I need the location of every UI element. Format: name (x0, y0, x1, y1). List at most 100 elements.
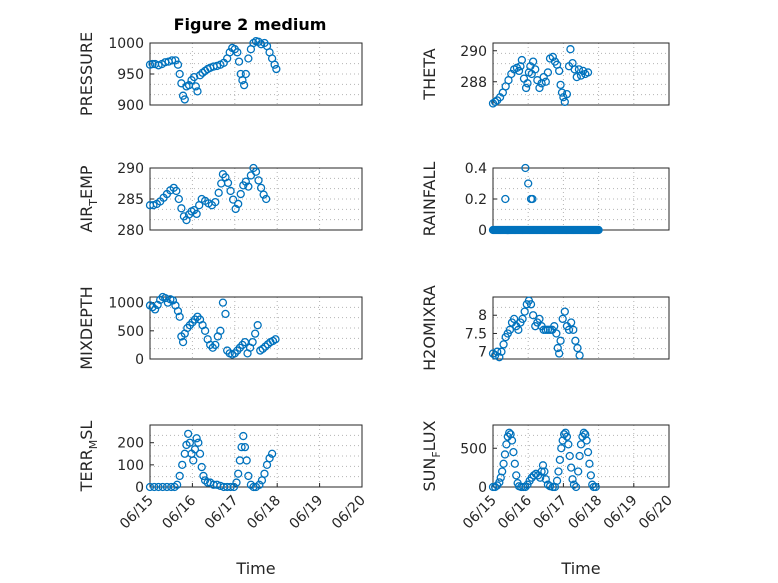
y-axis-label-subscript: M (87, 440, 100, 450)
data-point (251, 329, 260, 338)
data-point (175, 69, 184, 79)
y-tick-label: 7.5 (465, 326, 487, 342)
data-point (195, 449, 205, 458)
y-axis-label-main: AIR (77, 206, 96, 233)
data-point (509, 314, 519, 324)
data-point (499, 459, 508, 468)
data-point (499, 340, 508, 349)
subplot-3: 280 285 290 AIRTEMP (77, 161, 363, 239)
data-point (528, 311, 538, 320)
y-axis-label: MIXDEPTH (77, 286, 96, 369)
data-point (246, 480, 256, 489)
y-tick-label: 290 (460, 44, 487, 60)
y-axis-label: H2OMIXRA (420, 285, 439, 371)
data-point (555, 455, 565, 465)
data-point (178, 337, 188, 347)
data-point (199, 471, 208, 481)
data-point (240, 442, 250, 452)
data-point (271, 335, 280, 344)
data-point (572, 72, 581, 82)
data-point (566, 463, 576, 472)
data-point (173, 306, 183, 316)
data-point (216, 326, 225, 335)
data-point (565, 451, 574, 461)
data-point (554, 467, 563, 476)
data-point (520, 307, 529, 316)
data-point (150, 305, 160, 314)
data-point (509, 447, 518, 457)
data-point (200, 326, 210, 335)
data-point (560, 97, 569, 107)
data-point (211, 197, 220, 207)
data-point (560, 307, 569, 316)
data-point (253, 321, 262, 330)
data-point (540, 467, 549, 476)
data-point (194, 438, 203, 447)
data-point (248, 337, 257, 347)
data-point (543, 68, 553, 77)
data-point (200, 476, 210, 485)
data-point (521, 482, 530, 492)
data-point (180, 95, 189, 104)
data-point (490, 482, 500, 492)
data-point (495, 478, 504, 487)
y-axis-label-subscript: F (430, 451, 443, 457)
data-point (523, 79, 532, 88)
data-point (548, 52, 557, 62)
data-point (583, 68, 593, 77)
data-point (218, 298, 228, 307)
data-point (190, 445, 200, 454)
data-point (512, 471, 521, 480)
data-point (574, 467, 583, 476)
data-point (576, 440, 586, 449)
data-point (260, 469, 269, 478)
data-point (514, 325, 523, 334)
y-tick-label: 285 (117, 192, 144, 208)
data-point (242, 456, 251, 465)
data-point (562, 432, 572, 441)
data-point (258, 344, 267, 354)
y-tick-label: 280 (117, 223, 144, 239)
data-point (541, 77, 550, 86)
y-tick-label: 100 (117, 458, 144, 474)
data-point (498, 467, 507, 476)
y-tick-label: 500 (117, 324, 144, 340)
y-axis-label: SUNFLUX (420, 420, 443, 491)
data-point (211, 340, 220, 350)
y-tick-label: 8 (478, 308, 487, 324)
data-point (501, 194, 510, 204)
data-point (569, 325, 578, 334)
y-tick-label: 0 (135, 480, 144, 496)
y-axis-label: TERRMSL (77, 421, 100, 493)
data-point (238, 76, 247, 85)
y-tick-label: 288 (460, 75, 487, 91)
subplot-6: 7 7.5 8 H2OMIXRA (420, 285, 670, 371)
axes-box (149, 296, 363, 360)
data-point (262, 194, 271, 204)
y-tick-label: 1000 (108, 296, 144, 312)
data-point (521, 163, 530, 173)
data-point (197, 462, 206, 472)
y-tick-label: 0.2 (465, 192, 487, 208)
data-point (232, 478, 241, 487)
data-point (171, 56, 180, 65)
y-tick-label: 290 (117, 161, 144, 177)
data-point (524, 179, 533, 188)
data-point (521, 83, 531, 93)
data-point (564, 440, 573, 449)
data-point (493, 347, 502, 356)
data-point (251, 167, 261, 176)
data-point (583, 447, 593, 457)
data-point (241, 69, 250, 79)
data-point (192, 434, 201, 443)
figure-title: Figure 2 medium (174, 15, 327, 34)
data-point (184, 429, 193, 439)
data-point (495, 353, 504, 362)
data-point (510, 459, 519, 468)
data-point (154, 482, 163, 492)
y-tick-label: 500 (460, 441, 487, 457)
y-tick-label: 7 (478, 345, 487, 361)
y-tick-label: 0.4 (465, 161, 487, 177)
